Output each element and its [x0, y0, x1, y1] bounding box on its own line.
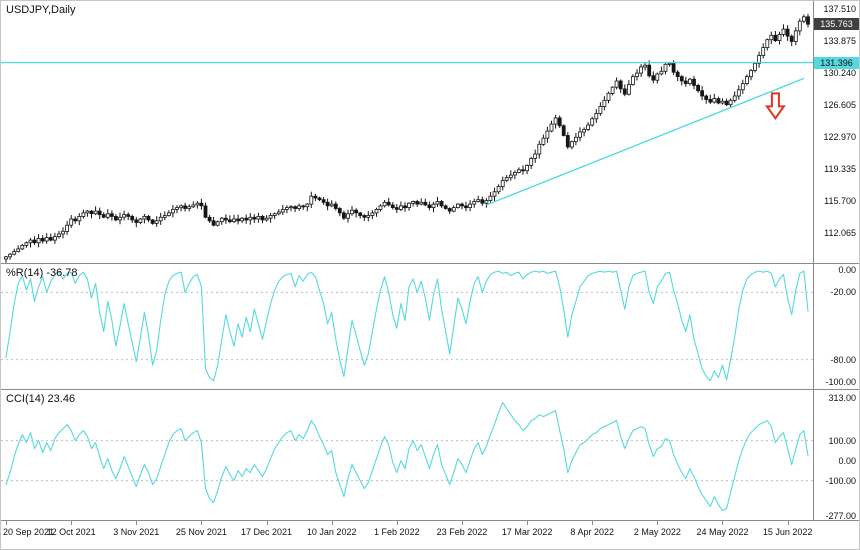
indicator-tick-label: 313.00	[828, 393, 856, 403]
indicator-tick-label: -20.00	[830, 287, 856, 298]
time-tick-mark	[266, 521, 268, 525]
panel-separator[interactable]	[1, 263, 859, 264]
price-chart-canvas[interactable]	[1, 1, 813, 263]
date-tick-label: 8 Apr 2022	[570, 527, 614, 537]
indicator-tick-label: -277.00	[825, 511, 856, 521]
candlesticks	[4, 13, 810, 263]
cci-panel[interactable]: CCI(14) 23.46	[1, 390, 813, 520]
wpr-value-axis[interactable]: 0.00 -20.00 -80.00 -100.00	[813, 264, 859, 389]
wpr-panel[interactable]: %R(14) -36.78	[1, 264, 813, 389]
price-tick-label: 126.605	[823, 99, 856, 110]
price-tick-label: 122.970	[823, 131, 856, 142]
symbol-period-label: USDJPY,Daily	[6, 4, 76, 16]
sell-down-arrow[interactable]	[764, 92, 786, 121]
price-tick-label: 133.875	[823, 35, 856, 46]
date-tick-label: 1 Feb 2022	[374, 527, 420, 537]
time-tick-mark	[657, 521, 659, 525]
time-tick-mark	[722, 521, 724, 525]
date-tick-label: 15 Jun 2022	[762, 527, 813, 537]
price-tick-label: 130.240	[823, 67, 856, 78]
price-chart-panel[interactable]: USDJPY,Daily	[1, 1, 813, 263]
indicator-tick-label: 0.00	[838, 265, 856, 275]
indicator-tick-label: -80.00	[830, 354, 856, 365]
indicator-tick-label: -100.00	[825, 475, 856, 486]
date-tick-label: 3 Nov 2021	[113, 527, 160, 537]
bid-price-tag: 135.763	[814, 18, 859, 31]
time-tick-mark	[461, 521, 463, 525]
trendline[interactable]	[486, 77, 805, 206]
price-tick-label: 112.065	[824, 227, 856, 238]
cci-line[interactable]	[5, 402, 809, 512]
time-tick-mark	[331, 521, 333, 525]
wpr-chart-canvas[interactable]	[1, 264, 813, 389]
time-tick-mark	[787, 521, 789, 525]
price-tick-label: 137.510	[823, 3, 856, 14]
date-tick-label: 20 Sep 2021	[3, 527, 55, 537]
panel-separator[interactable]	[1, 389, 859, 390]
panel-separator[interactable]	[1, 520, 859, 521]
indicator-tick-label: 100.00	[828, 435, 856, 446]
date-tick-label: 12 Oct 2021	[46, 527, 96, 537]
price-axis[interactable]: 137.510 133.875 130.240 126.605 122.970 119.3…	[813, 1, 859, 263]
cci-value-axis[interactable]: 313.00 100.00 0.00 -100.00 -277.00	[813, 390, 859, 521]
time-tick-mark	[592, 521, 594, 525]
wpr-line[interactable]	[5, 270, 809, 382]
date-tick-label: 24 May 2022	[696, 527, 749, 537]
date-tick-label: 10 Jan 2022	[306, 527, 357, 537]
time-tick-mark	[71, 521, 73, 525]
date-tick-label: 17 Dec 2021	[241, 527, 293, 537]
cci-indicator-label: CCI(14) 23.46	[6, 393, 76, 405]
indicator-tick-label: 0.00	[838, 455, 856, 466]
price-tick-label: 115.700	[824, 195, 856, 206]
indicator-tick-label: -100.00	[825, 377, 856, 387]
date-tick-label: 23 Feb 2022	[436, 527, 488, 537]
time-axis[interactable]: 20 Sep 2021 12 Oct 2021 3 Nov 2021 25 Nov 2…	[1, 521, 859, 549]
price-tick-label: 119.335	[824, 163, 856, 174]
wpr-indicator-label: %R(14) -36.78	[6, 267, 78, 279]
hline-price-tag: 131.396	[814, 56, 859, 69]
time-tick-mark	[136, 521, 138, 525]
time-tick-mark	[527, 521, 529, 525]
date-tick-label: 17 Mar 2022	[501, 527, 553, 537]
time-tick-mark	[6, 521, 8, 525]
cci-chart-canvas[interactable]	[1, 390, 813, 520]
time-tick-mark	[201, 521, 203, 525]
date-tick-label: 2 May 2022	[633, 527, 681, 537]
time-tick-mark	[396, 521, 398, 525]
date-tick-label: 25 Nov 2021	[175, 527, 227, 537]
